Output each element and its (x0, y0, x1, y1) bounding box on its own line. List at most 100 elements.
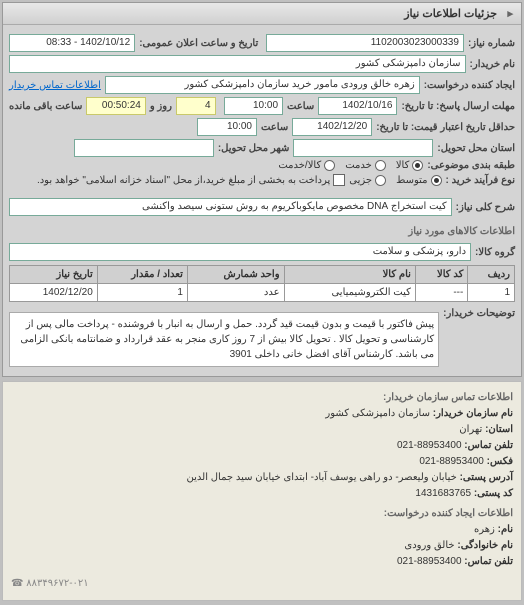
validity-label: حداقل تاریخ اعتبار قیمت: تا تاریخ: (376, 122, 515, 133)
row-notes: توضیحات خریدار: پیش فاکتور با قیمت و بدو… (9, 308, 515, 367)
contact-tel2-label: تلفن تماس: (464, 556, 513, 567)
col-code: کد کالا (415, 266, 467, 284)
radio-dot-icon (431, 175, 442, 186)
contact-addr: خیابان ولیعصر- دو راهی یوسف آباد- ابتدای… (187, 472, 457, 483)
radio-medium-label: متوسط (396, 175, 427, 186)
remaining-days-label: روز و (150, 101, 172, 112)
contact-name-row: نام: زهره (11, 522, 513, 538)
footer-phone: ۸۸۳۴۹۶۷۲-۰۲۱ ☎ (11, 576, 513, 592)
contact-postal-row: کد پستی: 1431683765 (11, 486, 513, 502)
contact-org-label: نام سازمان خریدار: (433, 408, 513, 419)
category-radio-group: کالا خدمت کالا/خدمت (278, 160, 423, 171)
remaining-time: 00:50:24 (86, 97, 145, 115)
description-label: شرح کلی نیاز: (456, 202, 515, 213)
validity-time-label: ساعت (261, 122, 288, 133)
table-row[interactable]: 1 --- کیت الکتروشیمیایی عدد 1 1402/12/20 (10, 284, 515, 302)
contact-family-row: نام خانوادگی: خالق ورودی (11, 538, 513, 554)
payment-label: نوع فرآیند خرید : (446, 175, 515, 186)
treasury-checkbox-label: پرداخت به بخشی از مبلغ خرید،از محل "اسنا… (37, 175, 330, 186)
cell-row: 1 (468, 284, 515, 302)
request-number-label: شماره نیاز: (468, 38, 515, 49)
deadline-label: مهلت ارسال پاسخ: تا تاریخ: (401, 101, 515, 112)
contact-title: اطلاعات تماس سازمان خریدار: (11, 390, 513, 406)
remaining-suffix: ساعت باقی مانده (9, 101, 82, 112)
row-location: استان محل تحویل: شهر محل تحویل: (9, 139, 515, 157)
row-payment: نوع فرآیند خرید : متوسط جزیی پرداخت به ب… (9, 174, 515, 186)
table-header-row: ردیف کد کالا نام کالا واحد شمارش تعداد /… (10, 266, 515, 284)
radio-dot-icon (375, 175, 386, 186)
panel-title: جزئیات اطلاعات نیاز (3, 3, 521, 25)
row-validity: حداقل تاریخ اعتبار قیمت: تا تاریخ: 1402/… (9, 118, 515, 136)
row-deadline: مهلت ارسال پاسخ: تا تاریخ: 1402/10/16 سا… (9, 97, 515, 115)
request-number-value: 1102003023000339 (266, 34, 464, 52)
row-buyer: نام خریدار: سازمان دامپزشکی کشور (9, 55, 515, 73)
radio-kala-label: کالا (396, 160, 410, 171)
province-value (293, 139, 433, 157)
contact-province-row: استان: تهران (11, 422, 513, 438)
requester-label: ایجاد کننده درخواست: (424, 80, 515, 91)
panel-body: شماره نیاز: 1102003023000339 تاریخ و ساع… (3, 25, 521, 376)
radio-kala[interactable]: کالا (396, 160, 424, 171)
goods-group-value: دارو، پزشکی و سلامت (9, 243, 471, 261)
col-date: تاریخ نیاز (10, 266, 98, 284)
radio-kala-khedmat-label: کالا/خدمت (278, 160, 321, 171)
announce-datetime-value: 1402/10/12 - 08:33 (9, 34, 135, 52)
payment-radio-group: متوسط جزیی (349, 175, 441, 186)
contact-tel: 021-88953400 (397, 438, 462, 454)
req-owner-title: اطلاعات ایجاد کننده درخواست: (11, 506, 513, 522)
validity-date: 1402/12/20 (292, 118, 372, 136)
announce-datetime-label: تاریخ و ساعت اعلان عمومی: (139, 38, 258, 49)
notes-text: پیش فاکتور با قیمت و بدون قیمت قید گردد.… (9, 312, 439, 367)
contact-family: خالق ورودی (404, 540, 454, 551)
deadline-date: 1402/10/16 (318, 97, 397, 115)
radio-khedmat-label: خدمت (345, 160, 372, 171)
radio-minor-label: جزیی (349, 175, 372, 186)
cell-name: کیت الکتروشیمیایی (284, 284, 415, 302)
buyer-value: سازمان دامپزشکی کشور (9, 55, 466, 73)
deadline-time-label: ساعت (287, 101, 314, 112)
buyer-label: نام خریدار: (470, 59, 515, 70)
col-name: نام کالا (284, 266, 415, 284)
contact-province: تهران (459, 424, 482, 435)
goods-table: ردیف کد کالا نام کالا واحد شمارش تعداد /… (9, 265, 515, 302)
contact-tel2-row: تلفن تماس: 021-88953400 (11, 554, 513, 570)
cell-unit: عدد (187, 284, 284, 302)
contact-family-label: نام خانوادگی: (457, 540, 513, 551)
row-description: شرح کلی نیاز: کیت استخراج DNA مخصوص مایک… (9, 198, 515, 216)
row-request-number: شماره نیاز: 1102003023000339 تاریخ و ساع… (9, 34, 515, 52)
contact-name-label: نام: (498, 524, 513, 535)
radio-minor[interactable]: جزیی (349, 175, 386, 186)
goods-group-label: گروه کالا: (475, 247, 515, 258)
cell-code: --- (415, 284, 467, 302)
buyer-contact-link[interactable]: اطلاعات تماس خریدار (9, 80, 101, 91)
radio-dot-icon (375, 160, 386, 171)
treasury-checkbox[interactable]: پرداخت به بخشی از مبلغ خرید،از محل "اسنا… (37, 174, 345, 186)
contact-province-label: استان: (485, 424, 513, 435)
city-label: شهر محل تحویل: (218, 143, 290, 154)
requester-value: زهره خالق ورودی مامور خرید سازمان دامپزش… (105, 76, 420, 94)
contact-section: اطلاعات تماس سازمان خریدار: نام سازمان خ… (2, 381, 522, 601)
radio-khedmat[interactable]: خدمت (345, 160, 386, 171)
contact-addr-row: آدرس پستی: خیابان ولیعصر- دو راهی یوسف آ… (11, 470, 513, 486)
row-category: طبقه بندی موضوعی: کالا خدمت کالا/خدمت (9, 160, 515, 171)
contact-postal: 1431683765 (415, 486, 471, 502)
contact-tel-row: تلفن تماس: 021-88953400 (11, 438, 513, 454)
goods-section-header: اطلاعات کالاهای مورد نیاز (9, 226, 515, 237)
contact-postal-label: کد پستی: (474, 488, 513, 499)
contact-org-row: نام سازمان خریدار: سازمان دامپزشکی کشور (11, 406, 513, 422)
col-unit: واحد شمارش (187, 266, 284, 284)
province-label: استان محل تحویل: (437, 143, 515, 154)
deadline-time: 10:00 (224, 97, 283, 115)
contact-addr-label: آدرس پستی: (460, 472, 513, 483)
footer-tel: ۸۸۳۴۹۶۷۲-۰۲۱ (26, 576, 88, 592)
contact-tel-label: تلفن تماس: (464, 440, 513, 451)
cell-qty: 1 (97, 284, 187, 302)
radio-medium[interactable]: متوسط (396, 175, 441, 186)
contact-org: سازمان دامپزشکی کشور (325, 408, 430, 419)
city-value (74, 139, 214, 157)
checkbox-icon (333, 174, 345, 186)
col-qty: تعداد / مقدار (97, 266, 187, 284)
contact-name: زهره (474, 524, 495, 535)
radio-kala-khedmat[interactable]: کالا/خدمت (278, 160, 335, 171)
col-row: ردیف (468, 266, 515, 284)
